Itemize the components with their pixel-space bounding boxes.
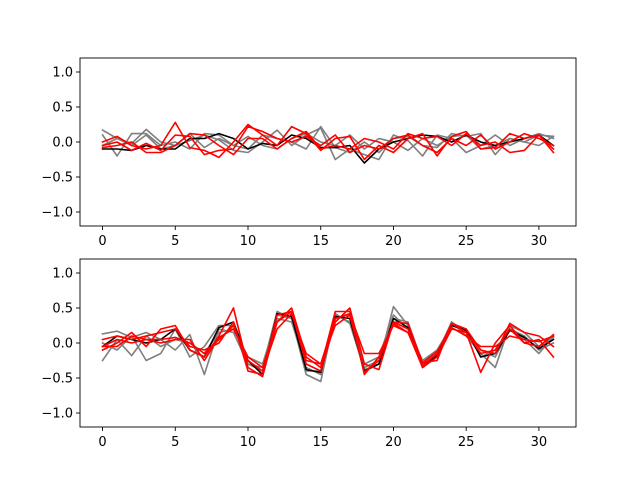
x-tick-label: 0: [98, 234, 106, 249]
x-tick-label: 30: [531, 435, 548, 450]
series-line-red-6: [101, 312, 555, 372]
y-tick-label: −1.0: [41, 206, 73, 221]
x-tick-label: 5: [171, 234, 179, 249]
y-tick-label: −1.0: [41, 407, 73, 422]
y-tick-label: 0.0: [52, 337, 73, 352]
series-line-red-7: [101, 310, 555, 374]
series-line-red-6: [101, 130, 555, 156]
x-tick-label: 5: [171, 435, 179, 450]
y-tick-label: 1.0: [52, 267, 73, 282]
y-tick-label: −0.5: [41, 171, 73, 186]
y-tick-label: 0.5: [52, 302, 73, 317]
y-tick-label: 1.0: [52, 66, 73, 81]
x-tick-label: 10: [240, 435, 257, 450]
x-tick-label: 0: [98, 435, 106, 450]
x-tick-label: 20: [385, 435, 402, 450]
series-group: [101, 121, 555, 164]
x-tick-label: 15: [312, 234, 329, 249]
y-tick-label: −0.5: [41, 372, 73, 387]
y-tick-label: 0.0: [52, 136, 73, 151]
series-line-red-5: [101, 125, 555, 156]
series-line-red-4: [101, 121, 555, 161]
x-tick-label: 30: [531, 234, 548, 249]
x-tick-label: 25: [458, 234, 475, 249]
series-group: [101, 305, 555, 383]
x-tick-label: 10: [240, 234, 257, 249]
x-tick-label: 25: [458, 435, 475, 450]
subplot-top: 0 5 10 15 20 25 30 −1.0 −0.5 0.0 0.5 1.0: [41, 57, 577, 249]
x-tick-label: 20: [385, 234, 402, 249]
x-tick-label: 15: [312, 435, 329, 450]
y-tick-label: 0.5: [52, 101, 73, 116]
subplot-bottom: 0 5 10 15 20 25 30 −1.0 −0.5 0.0 0.5 1.0: [41, 258, 577, 450]
